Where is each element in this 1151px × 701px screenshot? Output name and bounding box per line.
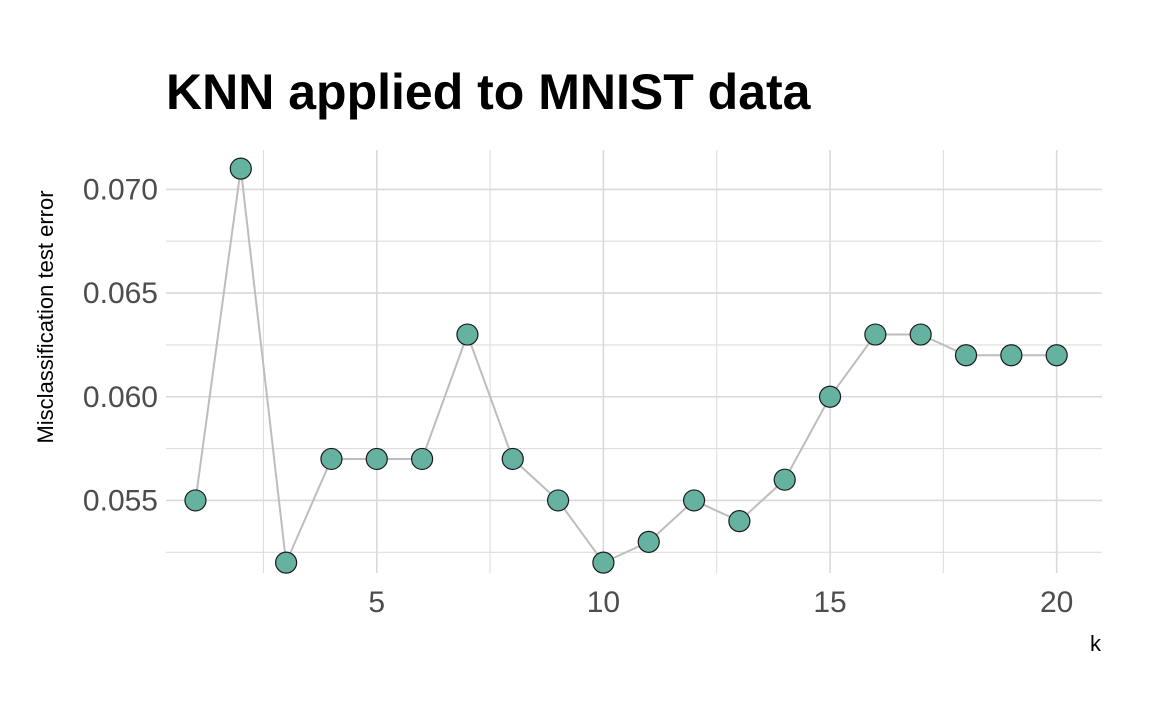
x-tick-label: 20 [1040, 586, 1073, 619]
data-point [546, 489, 570, 512]
y-axis-label: Misclassification test error [33, 190, 58, 443]
y-tick-label: 0.070 [83, 173, 158, 206]
y-tick-label: 0.055 [83, 484, 158, 517]
data-point [456, 323, 479, 346]
data-point [275, 551, 298, 574]
data-point [501, 447, 524, 471]
data-point [773, 468, 796, 491]
data-point [728, 510, 751, 533]
y-axis-ticks: 0.055 0.060 0.065 0.070 [83, 173, 158, 517]
data-point [864, 323, 887, 346]
grid [166, 150, 1102, 573]
data-point [410, 447, 434, 471]
series-line [194, 168, 1057, 567]
data-point [637, 530, 660, 553]
data-point [320, 447, 343, 471]
data-point [1045, 344, 1068, 367]
x-axis-label: k [1090, 631, 1102, 656]
y-tick-label: 0.065 [83, 277, 158, 310]
data-point [229, 157, 252, 180]
data-point [1000, 344, 1023, 367]
data-point [682, 489, 706, 512]
data-point [184, 489, 207, 512]
x-tick-label: 5 [368, 586, 385, 619]
data-point [592, 551, 615, 574]
data-point [909, 323, 932, 346]
y-tick-label: 0.060 [83, 381, 158, 414]
x-tick-label: 10 [587, 586, 620, 619]
x-tick-label: 15 [813, 586, 846, 619]
chart-title: KNN applied to MNIST data [166, 64, 812, 120]
x-axis-ticks: 5 10 15 20 [368, 586, 1073, 619]
data-point [365, 447, 388, 471]
data-point [818, 385, 842, 408]
data-point [954, 344, 978, 367]
data-points [184, 157, 1068, 574]
